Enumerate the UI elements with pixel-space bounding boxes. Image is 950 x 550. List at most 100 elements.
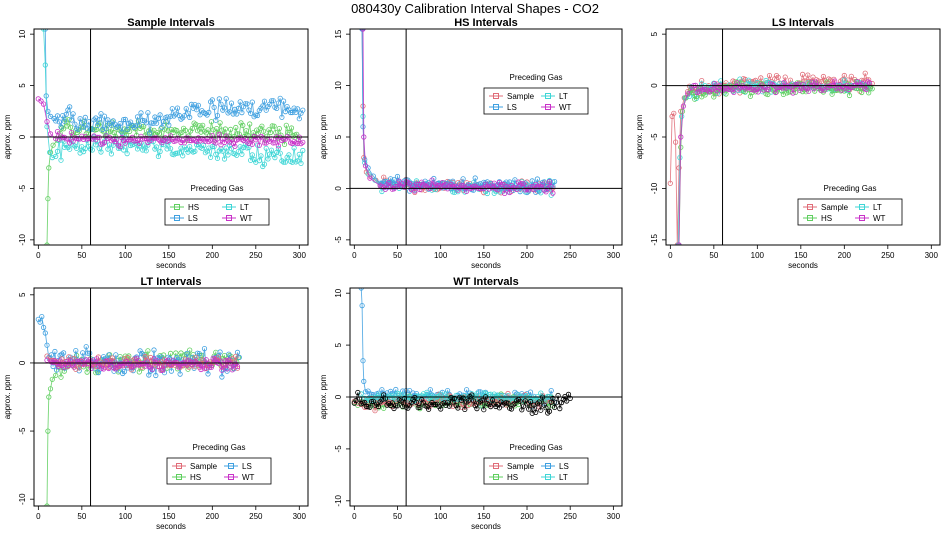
legend-swatch-marker [174, 204, 180, 210]
data-point [869, 86, 875, 92]
data-point [294, 106, 301, 112]
data-point [531, 402, 537, 408]
legend: Preceding Gas Sample LS HS WT [166, 443, 272, 485]
data-point [84, 125, 90, 131]
legend-item-hs: HS [803, 214, 832, 223]
y-tick-label: -10 [18, 493, 27, 505]
data-point [812, 88, 818, 94]
data-point [174, 150, 181, 156]
data-point [223, 133, 229, 139]
data-point [93, 115, 99, 121]
data-point [213, 117, 219, 123]
data-point [256, 158, 262, 164]
data-point [245, 132, 251, 139]
data-point [765, 80, 771, 86]
data-point [527, 398, 534, 405]
data-point [379, 397, 385, 403]
data-point [40, 101, 47, 107]
panel-title: Sample Intervals [127, 17, 214, 29]
x-tick-label: 300 [293, 251, 307, 260]
x-tick-label: 0 [352, 512, 357, 521]
data-point [495, 187, 501, 193]
series-line [38, 98, 304, 148]
data-point [234, 111, 240, 117]
data-point [239, 151, 245, 157]
data-point [527, 184, 534, 190]
x-tick-label: 50 [393, 251, 402, 260]
data-point [155, 153, 161, 159]
data-point [54, 129, 61, 135]
data-point [821, 87, 827, 93]
legend-box [483, 457, 589, 485]
data-point [157, 148, 163, 155]
data-point [225, 152, 231, 158]
legend-item-sample: Sample [489, 92, 535, 101]
data-point [111, 129, 117, 136]
data-point [209, 133, 215, 139]
legend-swatch-marker [493, 93, 499, 99]
data-point [524, 189, 530, 196]
legend-item-sample: Sample [489, 462, 535, 471]
data-point [249, 152, 255, 158]
panel-2: HS Intervals 0 50 100 150 200 250 300 -5 0 5 10 15 se… [319, 17, 623, 270]
data-point [81, 124, 87, 130]
data-point [114, 361, 121, 367]
data-point [214, 113, 221, 119]
data-point [60, 350, 67, 356]
data-point [360, 358, 366, 364]
data-point [158, 359, 164, 365]
data-point [157, 112, 163, 118]
x-tick-label: 200 [520, 512, 534, 521]
data-point [859, 89, 865, 96]
x-axis-label: seconds [471, 261, 501, 270]
panel-3: LS Intervals 0 50 100 150 200 250 300 -15 -10 -5 0 5… [635, 17, 941, 270]
data-point [82, 146, 88, 152]
data-point [799, 89, 806, 95]
data-point [375, 403, 382, 410]
legend-label: WT [240, 214, 253, 223]
data-point [277, 150, 283, 156]
legend-label: LS [559, 462, 569, 471]
data-point [820, 73, 827, 80]
data-point [153, 372, 159, 379]
data-point [71, 364, 77, 370]
legend-swatch-marker [493, 104, 499, 110]
data-point [152, 135, 158, 141]
legend-label: HS [190, 473, 201, 482]
data-point [394, 403, 401, 409]
data-point [101, 113, 108, 119]
data-point [211, 104, 217, 111]
data-point [251, 157, 257, 163]
data-point [520, 181, 527, 187]
data-point [119, 129, 125, 135]
data-point [84, 369, 90, 375]
data-point [47, 386, 54, 392]
data-point [208, 364, 214, 370]
legend-swatch-marker [174, 215, 180, 221]
data-point [427, 387, 433, 393]
x-tick-label: 200 [206, 251, 220, 260]
data-point [268, 147, 275, 153]
y-tick-label: 5 [18, 292, 27, 297]
data-point [275, 145, 281, 152]
series-wt [360, 29, 556, 196]
data-point [45, 196, 51, 202]
data-point [233, 353, 239, 359]
x-tick-label: 50 [77, 251, 86, 260]
data-point [389, 181, 395, 187]
x-tick-label: 150 [477, 512, 491, 521]
data-point [228, 361, 234, 367]
data-point [58, 157, 64, 163]
data-point [121, 368, 128, 375]
data-point [272, 140, 278, 146]
data-point [244, 101, 250, 107]
panel-title: LT Intervals [141, 276, 202, 288]
legend-label: LS [507, 103, 517, 112]
legend: Preceding Gas Sample LT LS WT [483, 73, 589, 115]
data-point [846, 92, 853, 99]
panel-title: WT Intervals [453, 276, 518, 288]
x-tick-label: 250 [564, 251, 578, 260]
data-point [106, 352, 112, 358]
data-point [144, 359, 150, 365]
data-point [363, 403, 369, 409]
